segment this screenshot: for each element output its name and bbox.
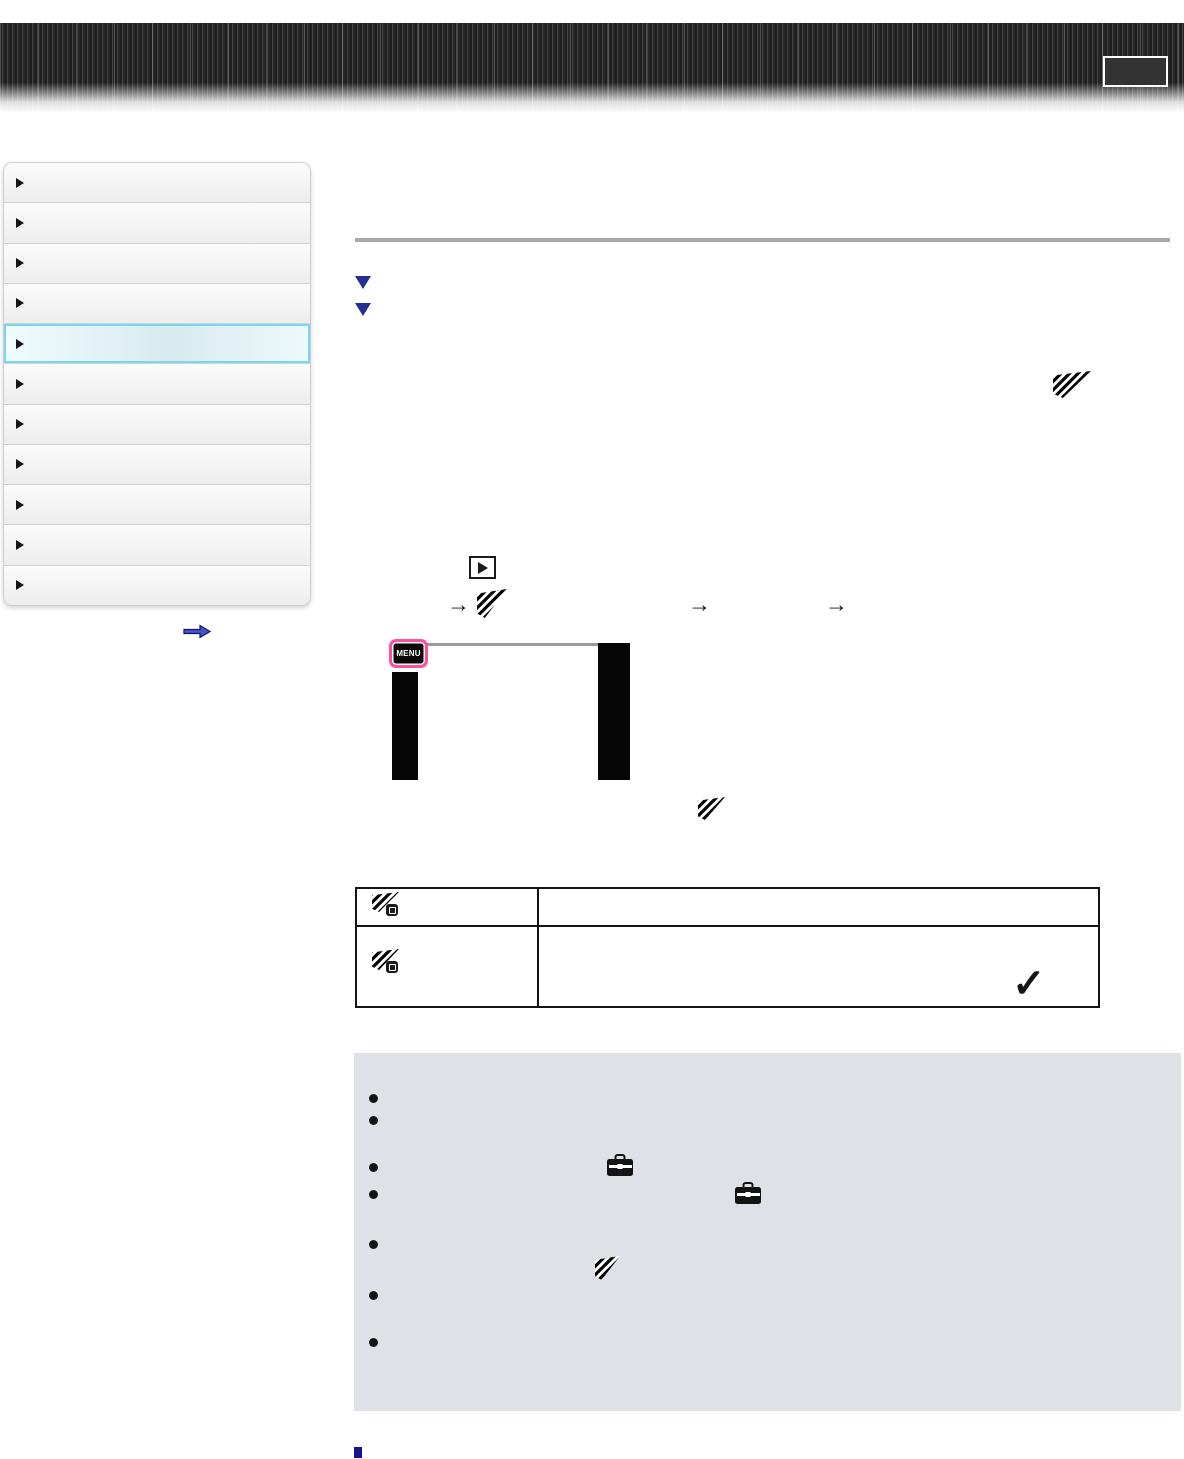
table-column-divider (537, 889, 539, 1006)
triangle-down-icon (355, 276, 371, 289)
note-bullet (369, 1291, 378, 1300)
right-arrow-icon: → (688, 591, 711, 617)
mode-badge-icon (386, 961, 398, 973)
table-row-divider (357, 925, 1098, 927)
triangle-right-icon (16, 540, 24, 551)
header-button[interactable] (1103, 56, 1168, 87)
sidebar-item[interactable] (4, 485, 310, 526)
screen-top-edge (423, 643, 598, 646)
note-bullet (369, 1094, 378, 1103)
settings-toolbox-icon (735, 1187, 761, 1204)
sidebar-item[interactable] (4, 525, 310, 566)
triangle-right-icon (16, 459, 24, 470)
sidebar-item[interactable] (4, 444, 310, 486)
note-bullet (369, 1190, 378, 1199)
picture-effect-icon (595, 1256, 620, 1280)
title-divider (355, 238, 1170, 242)
sidebar-item[interactable] (4, 565, 310, 605)
picture-effect-icon (477, 589, 507, 618)
right-arrow-icon: → (825, 591, 848, 617)
sidebar-item[interactable] (4, 243, 310, 284)
triangle-right-icon (16, 177, 24, 188)
related-topic-marker (354, 1447, 362, 1458)
sidebar-item-active[interactable] (4, 324, 310, 365)
mode-badge-icon (386, 904, 398, 916)
header-banner (0, 23, 1184, 113)
sidebar (3, 162, 311, 606)
triangle-right-icon (16, 580, 24, 591)
jump-link[interactable] (355, 303, 378, 316)
picture-effect-icon (1053, 371, 1091, 398)
note-bullet (369, 1116, 378, 1125)
sidebar-item[interactable] (4, 283, 310, 325)
settings-toolbox-icon (607, 1159, 633, 1176)
triangle-down-icon (355, 303, 371, 316)
sidebar-item[interactable] (4, 364, 310, 405)
note-bullet (369, 1338, 378, 1347)
right-arrow-icon: → (447, 591, 470, 617)
notes-box (354, 1053, 1181, 1411)
triangle-right-icon (16, 499, 24, 510)
camera-screen-illustration: MENU (389, 639, 630, 780)
triangle-right-icon (16, 298, 24, 309)
triangle-right-icon (16, 258, 24, 269)
options-table (355, 887, 1100, 1008)
menu-button-highlight: MENU (389, 639, 428, 668)
triangle-right-icon (16, 338, 24, 349)
note-bullet (369, 1163, 378, 1172)
forward-arrow-icon[interactable] (183, 624, 212, 639)
screen-right-bar (598, 643, 630, 780)
sidebar-item[interactable] (4, 404, 310, 445)
triangle-right-icon (16, 419, 24, 430)
menu-button-label: MENU (396, 649, 421, 658)
default-check-icon: ✓ (1012, 962, 1046, 1006)
note-bullet (369, 1240, 378, 1249)
triangle-right-icon (16, 378, 24, 389)
playback-mode-icon (469, 556, 496, 579)
sidebar-item[interactable] (4, 203, 310, 244)
jump-link[interactable] (355, 276, 378, 289)
triangle-right-icon (16, 217, 24, 228)
picture-effect-icon (698, 797, 725, 820)
sidebar-item[interactable] (4, 163, 310, 204)
screen-left-bar (392, 672, 418, 780)
play-triangle (477, 561, 488, 574)
